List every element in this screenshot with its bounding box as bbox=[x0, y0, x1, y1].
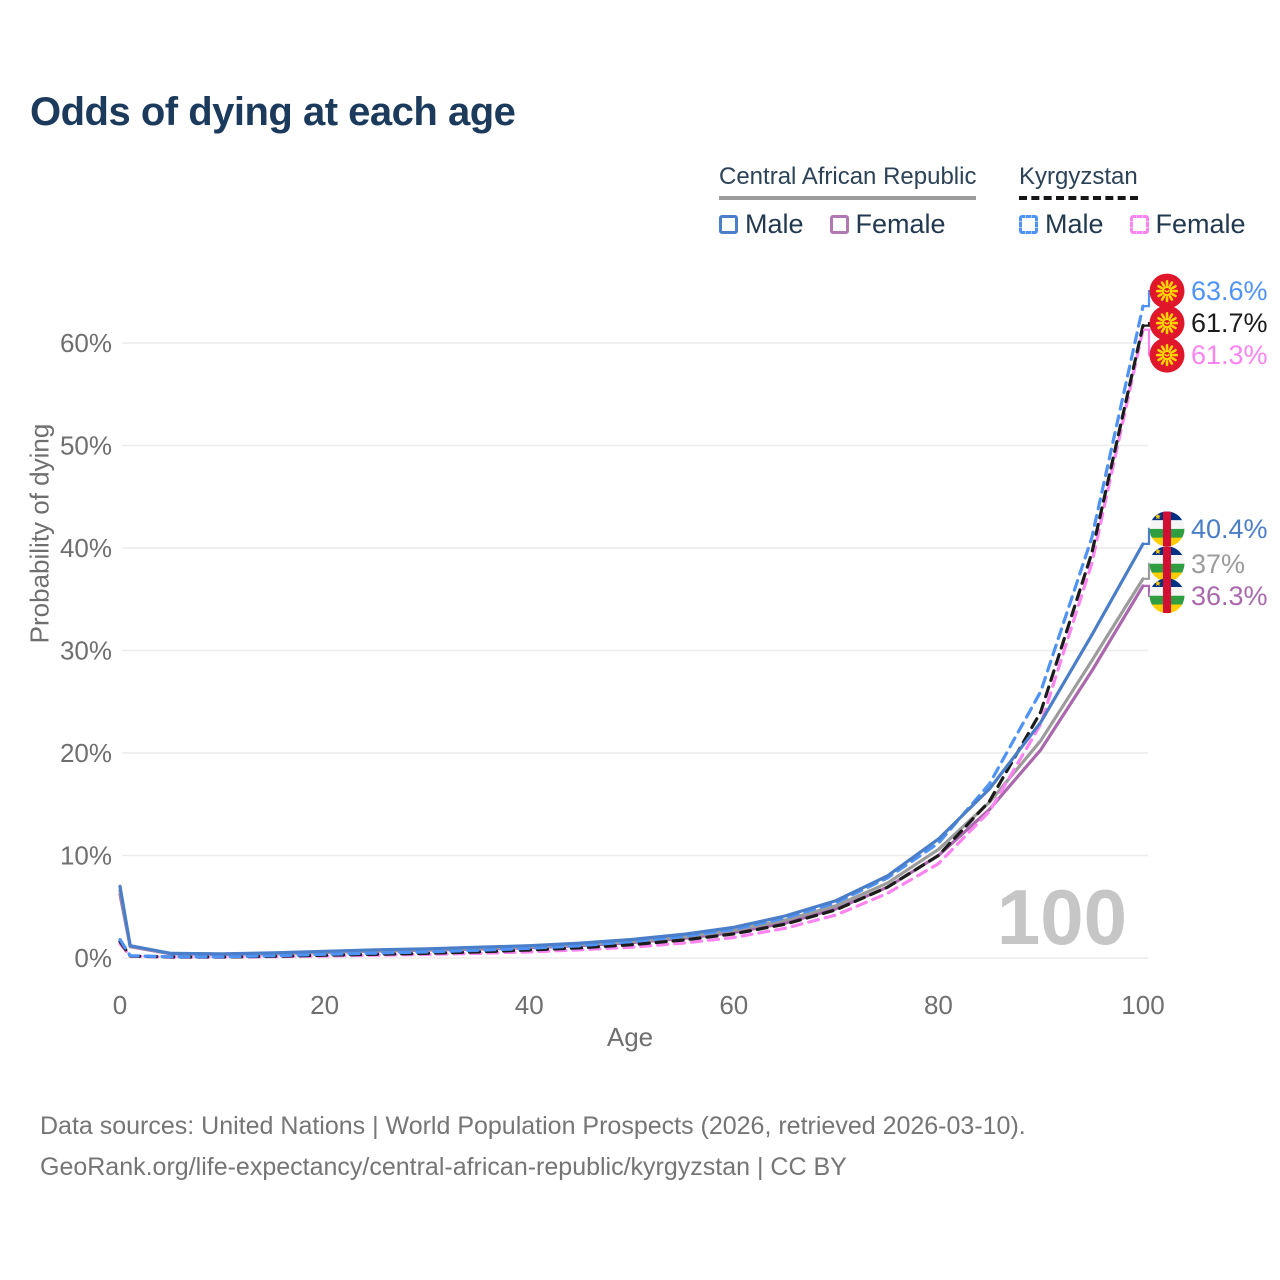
legend-label-kgz-female: Female bbox=[1155, 209, 1246, 239]
y-tick-label: 10% bbox=[60, 841, 112, 871]
y-tick-label: 0% bbox=[74, 943, 112, 973]
footer-data-sources: Data sources: United Nations | World Pop… bbox=[40, 1112, 1026, 1140]
central-african-republic-flag-icon bbox=[1149, 546, 1185, 582]
y-tick-label: 60% bbox=[60, 328, 112, 358]
legend-country-central-african-republic: Central African Republic bbox=[719, 163, 977, 200]
endpoint-label-kgz-male: 63.6% bbox=[1191, 276, 1268, 306]
legend-swatch-car-female-icon bbox=[829, 215, 849, 234]
endpoint-connector-car-both bbox=[1143, 562, 1153, 580]
legend-swatch-kgz-female-icon bbox=[1129, 215, 1149, 234]
legend-label-car-male: Male bbox=[745, 209, 804, 239]
legend-item-car-female[interactable]: Female bbox=[829, 209, 946, 240]
endpoint-label-kgz-both: 61.7% bbox=[1191, 308, 1268, 338]
x-tick-label: 0 bbox=[113, 990, 127, 1020]
legend-swatch-car-male-icon bbox=[719, 215, 738, 234]
y-axis-title: Probability of dying bbox=[24, 423, 55, 644]
y-tick-label: 30% bbox=[60, 636, 112, 666]
legend-group-kyrgyzstan: Kyrgyzstan Male Female bbox=[1019, 163, 1246, 240]
endpoint-connector-car-female bbox=[1143, 584, 1153, 597]
footer-attribution: GeoRank.org/life-expectancy/central-afri… bbox=[40, 1153, 847, 1181]
legend-label-car-female: Female bbox=[855, 209, 946, 239]
curve-car-male bbox=[118, 542, 1145, 956]
y-tick-label: 40% bbox=[60, 533, 112, 563]
footer: Data sources: United Nations | World Pop… bbox=[40, 1106, 1026, 1188]
endpoint-connector-car-male bbox=[1143, 527, 1153, 545]
legend-country-kyrgyzstan: Kyrgyzstan bbox=[1019, 163, 1138, 200]
legend-item-car-male[interactable]: Male bbox=[719, 209, 804, 240]
kyrgyzstan-flag-icon bbox=[1149, 305, 1185, 341]
endpoint-label-car-male: 40.4% bbox=[1191, 514, 1268, 544]
endpoint-connector-kgz-female bbox=[1143, 328, 1153, 357]
legend-label-kgz-male: Male bbox=[1045, 209, 1104, 239]
x-tick-label: 40 bbox=[515, 990, 544, 1020]
legend-swatch-kgz-male-icon bbox=[1019, 215, 1038, 234]
y-tick-label: 50% bbox=[60, 431, 112, 461]
legend-item-kgz-male[interactable]: Male bbox=[1019, 209, 1104, 240]
age-watermark: 100 bbox=[997, 873, 1127, 961]
curve-kgz-female bbox=[118, 328, 1145, 959]
endpoint-label-car-female: 36.3% bbox=[1191, 581, 1268, 611]
page-title: Odds of dying at each age bbox=[30, 90, 516, 134]
x-tick-label: 80 bbox=[924, 990, 953, 1020]
endpoint-connector-kgz-male bbox=[1143, 290, 1153, 308]
curve-car-both bbox=[118, 577, 1145, 956]
curve-car-female bbox=[118, 584, 1145, 957]
endpoint-connector-kgz-both bbox=[1143, 322, 1153, 327]
curve-kgz-male bbox=[118, 304, 1145, 959]
x-tick-label: 100 bbox=[1121, 990, 1164, 1020]
endpoint-label-car-both: 37% bbox=[1191, 549, 1245, 579]
endpoint-label-kgz-female: 61.3% bbox=[1191, 340, 1268, 370]
x-tick-label: 20 bbox=[310, 990, 339, 1020]
kyrgyzstan-flag-icon bbox=[1149, 273, 1185, 309]
curve-kgz-both bbox=[118, 324, 1145, 959]
kyrgyzstan-flag-icon bbox=[1149, 337, 1185, 373]
legend-group-central-african-republic: Central African Republic Male Female bbox=[719, 163, 977, 240]
y-tick-label: 20% bbox=[60, 738, 112, 768]
x-axis-title: Age bbox=[606, 1022, 654, 1052]
central-african-republic-flag-icon bbox=[1149, 578, 1185, 614]
central-african-republic-flag-icon bbox=[1149, 511, 1185, 547]
x-tick-label: 60 bbox=[719, 990, 748, 1020]
legend-item-kgz-female[interactable]: Female bbox=[1129, 209, 1246, 240]
